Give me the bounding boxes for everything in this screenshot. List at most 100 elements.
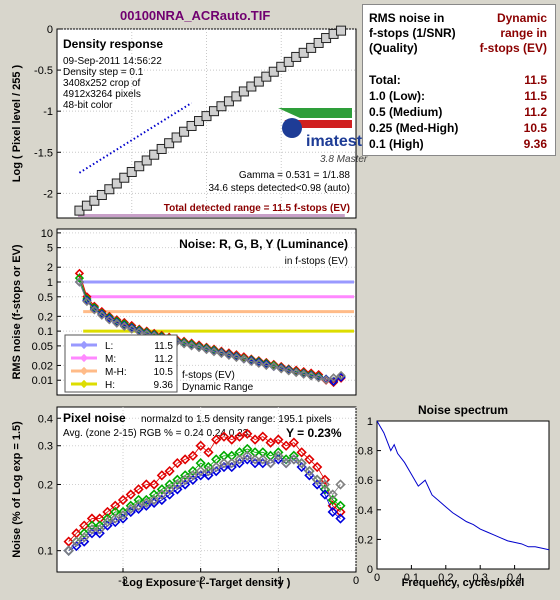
noise-dynamic-range-table: RMS noise in f-stops (1/SNR) (Quality) D… (362, 4, 556, 156)
range-bar (77, 214, 345, 217)
pixel-noise-point (187, 450, 199, 461)
pixel-noise-point (187, 474, 199, 485)
rms-chart-subtitle: in f-stops (EV) (285, 256, 348, 267)
pixel-noise-point (218, 461, 230, 473)
pixel-noise-y-value: Y = 0.23% (286, 426, 342, 440)
density-ytick-label: -1.5 (34, 147, 53, 159)
rms-point (246, 356, 256, 367)
rms-point (291, 367, 301, 378)
pixel-noise-point (172, 458, 183, 469)
pixel-noise-point (218, 458, 230, 469)
pixel-noise-point (156, 484, 167, 495)
spectrum-xtick-label: 0 (374, 572, 380, 584)
rms-point (186, 338, 197, 348)
pixel-noise-point (249, 434, 261, 445)
rms-point (112, 318, 122, 328)
imatest-logo-sphere (282, 118, 302, 138)
pixel-noise-xtick-label: 0 (353, 575, 359, 587)
rms-point (299, 366, 309, 377)
rms-point (74, 268, 85, 278)
pixel-noise-point (141, 497, 152, 508)
rms-point (104, 313, 114, 324)
pixel-noise-point (156, 489, 167, 500)
table-row-label: 0.25 (Med-High) (369, 121, 459, 135)
pixel-noise-point (203, 470, 214, 481)
pixel-noise-point (242, 428, 253, 439)
pixel-noise-point (319, 479, 331, 490)
pixel-noise-point (94, 524, 105, 535)
pixel-noise-point (319, 474, 331, 485)
table-row-label: Total: (369, 73, 401, 87)
pixel-noise-point (335, 479, 346, 490)
density-ytick-label: -2 (43, 188, 53, 200)
pixel-noise-point (172, 484, 183, 495)
pixel-noise-point (211, 461, 222, 473)
pixel-noise-point (125, 500, 136, 511)
pixel-noise-title: Pixel noise (63, 411, 126, 425)
pixel-noise-point (249, 454, 261, 465)
density-square-marker (149, 149, 160, 160)
rms-point (201, 344, 212, 355)
imatest-version: 3.8 Master (320, 154, 368, 165)
table-row-value: 11.5 (524, 89, 547, 103)
pixel-noise-point (211, 465, 222, 477)
rms-ytick-label: 0.01 (32, 375, 53, 387)
rms-ytick-label: 0.5 (38, 292, 53, 304)
pixel-noise-point (312, 461, 323, 473)
rms-legend-note: f-stops (EV) (182, 370, 235, 381)
rms-point (74, 277, 85, 287)
gamma-text: Gamma = 0.531 = 1/1.88 (239, 170, 351, 181)
pixel-noise-point (156, 470, 167, 481)
density-info-line: 09-Sep-2011 14:56:22 (63, 56, 162, 67)
pixel-noise-ytick-label: 0.2 (38, 479, 53, 491)
rms-ytick-label: 1 (47, 277, 53, 289)
table-header-left-line: (Quality) (369, 41, 418, 55)
table-header-right-line: Dynamic (496, 11, 547, 25)
pixel-noise-point (133, 500, 144, 511)
rms-legend-note: Dynamic Range (182, 382, 254, 393)
rms-ylabel: RMS noise (f-stops or EV) (11, 244, 23, 379)
pixel-noise-point (203, 447, 214, 458)
table-row-value: 11.5 (524, 73, 547, 87)
pixel-noise-ytick-label: 0.4 (38, 413, 53, 425)
pixel-noise-point (242, 443, 253, 455)
rms-point (104, 315, 114, 325)
table-header-right-line: range in (500, 26, 547, 40)
pixel-noise-point (110, 500, 121, 511)
spectrum-xtick-label: 0.2 (438, 572, 453, 584)
pixel-noise-point (312, 479, 323, 490)
pixel-noise-point (335, 500, 346, 511)
pixel-noise-point (296, 458, 307, 469)
spectrum-ytick-label: 0.6 (358, 475, 373, 487)
rms-point (328, 373, 339, 383)
pixel-noise-average: Avg. (zone 2-15) RGB % = 0.24 0.24 0.23; (63, 428, 251, 439)
spectrum-line (376, 420, 550, 551)
pixel-noise-point (164, 479, 175, 490)
density-square-marker (104, 184, 115, 195)
density-ytick-label: -1 (43, 106, 53, 118)
density-info-line: Density step = 0.1 (63, 67, 144, 78)
rms-point (299, 369, 309, 379)
density-square-marker (141, 155, 152, 166)
density-info-line: 3408x252 crop of (63, 78, 141, 89)
rms-point (186, 339, 197, 349)
total-range-text: Total detected range = 11.5 f-stops (EV) (164, 203, 350, 214)
pixel-noise-point (226, 458, 237, 469)
rms-legend-name: L: (105, 341, 113, 352)
rms-point (254, 358, 264, 369)
pixel-noise-point (102, 516, 113, 528)
rms-legend-name: M: (105, 354, 116, 365)
rms-legend-value: 11.5 (154, 341, 173, 352)
pixel-noise-point (156, 494, 167, 506)
rms-point (336, 370, 346, 381)
pixel-noise-point (304, 454, 315, 465)
pixel-noise-point (141, 479, 152, 490)
rms-ytick-label: 2 (47, 262, 53, 274)
pixel-noise-point (148, 479, 160, 490)
pixel-noise-point (125, 489, 136, 500)
pixel-noise-point (288, 454, 300, 465)
rms-point (306, 368, 316, 378)
table-row-value: 9.36 (523, 137, 547, 151)
table-header-right-line: f-stops (EV) (479, 41, 547, 55)
density-square-marker (179, 126, 190, 137)
